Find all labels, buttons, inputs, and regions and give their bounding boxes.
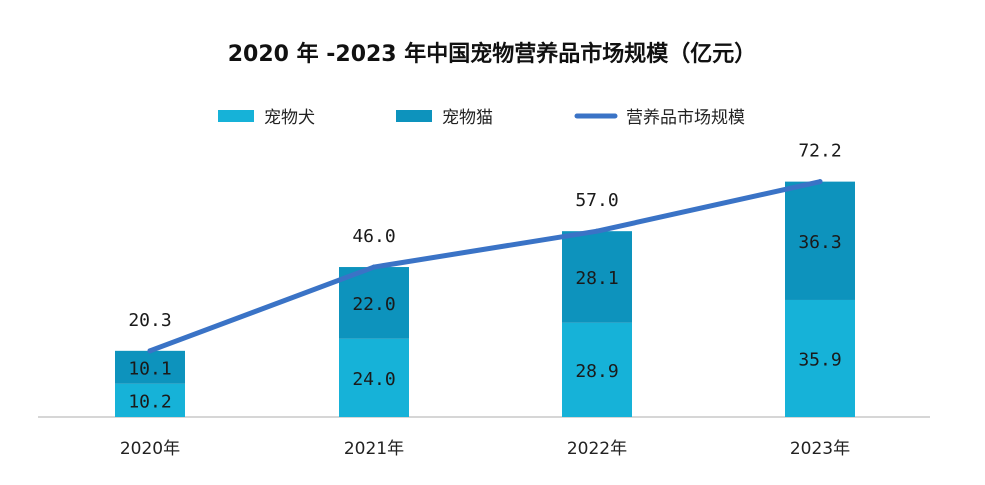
market-size-point-3: [817, 179, 823, 185]
bar-dog-2: [562, 322, 632, 417]
bar-cat-2: [562, 231, 632, 323]
bar-cat-3: [785, 181, 855, 300]
line-layer: [147, 179, 823, 354]
chart-legend: 宠物犬 宠物猫 营养品市场规模: [218, 108, 745, 128]
market-size-label-0: 20.3: [128, 310, 171, 331]
bar-cat-label-0: 10.1: [128, 358, 171, 379]
bar-cat-label-3: 36.3: [798, 232, 841, 253]
bar-cat-0: [115, 350, 185, 384]
bar-dog-label-0: 10.2: [128, 391, 171, 412]
market-size-point-2: [594, 228, 600, 234]
legend-label-dog: 宠物犬: [264, 108, 315, 128]
legend-swatch-dog: [218, 110, 254, 122]
bar-dog-0: [115, 383, 185, 417]
market-size-label-2: 57.0: [575, 190, 618, 211]
bar-dog-label-1: 24.0: [352, 369, 395, 390]
x-tick-label-0: 2020年: [120, 439, 180, 459]
x-tick-label-3: 2023年: [790, 439, 850, 459]
bar-cat-label-1: 22.0: [352, 294, 395, 315]
labels-layer: 10.2 10.1 24.0 22.0 28.9 28.1 35.9 36.3 20.3 46.0…: [128, 141, 841, 413]
bar-cat-label-2: 28.1: [575, 268, 618, 289]
x-tick-label-1: 2021年: [344, 439, 404, 459]
bar-cat-1: [339, 267, 409, 339]
market-size-point-1: [371, 264, 377, 270]
x-axis-ticks: 2020年 2021年 2022年 2023年: [120, 439, 850, 459]
market-size-label-3: 72.2: [798, 141, 841, 162]
market-size-line: [147, 179, 823, 354]
chart-title: 2020 年 -2023 年中国宠物营养品市场规模（亿元）: [228, 41, 757, 67]
legend-label-cat: 宠物猫: [442, 108, 493, 128]
x-tick-label-2: 2022年: [567, 439, 627, 459]
legend-label-market-size: 营养品市场规模: [626, 108, 745, 128]
bar-dog-1: [339, 338, 409, 417]
market-size-label-1: 46.0: [352, 226, 395, 247]
market-size-point-0: [147, 348, 153, 354]
bar-dog-label-3: 35.9: [798, 349, 841, 370]
bar-dog-3: [785, 299, 855, 417]
legend-swatch-cat: [396, 110, 432, 122]
bar-dog-label-2: 28.9: [575, 361, 618, 382]
bars-layer: [115, 181, 855, 417]
